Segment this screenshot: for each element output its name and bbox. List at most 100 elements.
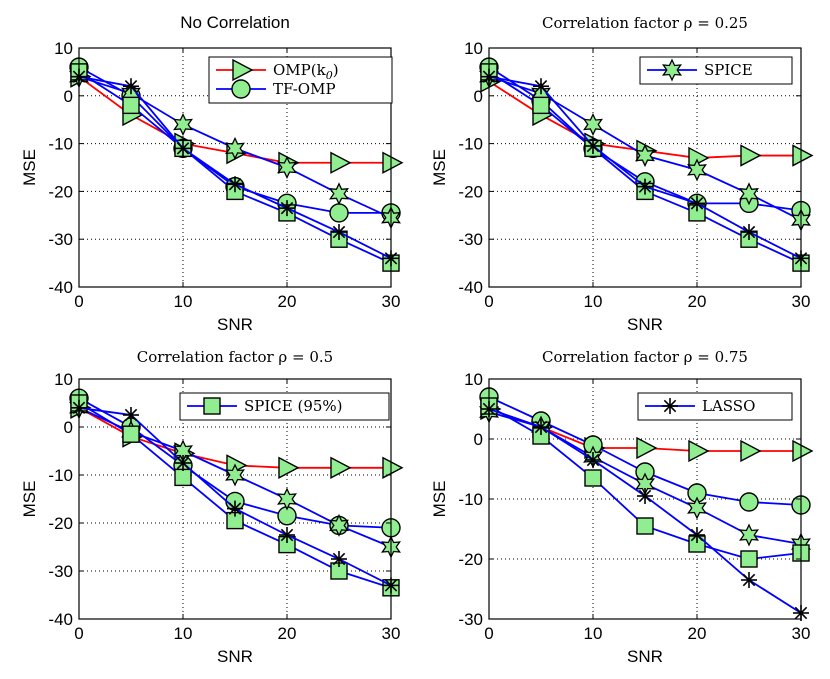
y-tick-label: -30 — [458, 610, 483, 629]
legend-marker — [662, 398, 678, 414]
chart-title: Correlation factor ρ = 0.75 — [542, 348, 748, 366]
data-point — [739, 523, 759, 547]
data-point — [533, 419, 549, 435]
legend-marker — [232, 58, 254, 82]
data-point — [792, 144, 814, 167]
data-point — [122, 96, 140, 115]
chart-title: No Correlation — [180, 13, 290, 32]
legend-entry: SPICE — [647, 58, 753, 82]
x-tick-label: 0 — [484, 624, 493, 643]
legend: LASSO — [637, 392, 793, 421]
data-point — [227, 500, 243, 517]
data-point — [225, 463, 245, 487]
data-point — [740, 550, 758, 568]
y-tick-label: -10 — [458, 490, 483, 509]
data-point — [585, 452, 601, 468]
x-tick-label: 30 — [382, 624, 401, 643]
y-tick-label: 0 — [474, 430, 483, 449]
y-tick-label: -20 — [458, 182, 483, 201]
x-tick-label: 20 — [688, 292, 707, 311]
legend-marker — [231, 79, 251, 99]
y-axis-label: MSE — [20, 149, 39, 186]
chart-title: Correlation factor ρ = 0.25 — [542, 14, 748, 32]
y-tick-label: -40 — [458, 278, 483, 297]
x-tick-label: 0 — [484, 292, 493, 311]
data-point — [637, 488, 653, 504]
data-point — [175, 455, 191, 471]
legend: SPICE — [639, 56, 793, 85]
data-point — [635, 144, 655, 168]
data-point — [687, 496, 707, 520]
legend-label: TF-OMP — [273, 80, 336, 98]
data-point — [278, 456, 300, 479]
data-point — [279, 200, 295, 217]
chart-panel-3: Correlation factor ρ = 0.5 0 10 20 30 10 0 -10 -… — [20, 348, 404, 666]
y-axis-label: MSE — [430, 481, 449, 518]
data-point — [331, 551, 347, 567]
y-tick-label: 10 — [54, 39, 73, 58]
legend-label: LASSO — [702, 397, 755, 415]
series-asterisk — [481, 401, 809, 621]
data-point — [584, 469, 602, 487]
data-point — [741, 572, 757, 588]
series-asterisk — [71, 68, 399, 267]
y-axis-label: MSE — [430, 149, 449, 186]
legend-entry: OMP(k0) — [216, 58, 339, 82]
y-tick-label: -40 — [48, 610, 73, 629]
y-tick-label: -20 — [458, 550, 483, 569]
x-tick-label: 10 — [174, 624, 193, 643]
x-tick-label: 30 — [382, 292, 401, 311]
x-tick-label: 10 — [174, 292, 193, 311]
y-tick-label: 10 — [54, 370, 73, 389]
data-point — [532, 96, 550, 115]
data-point — [329, 513, 349, 537]
y-tick-label: 10 — [464, 370, 483, 389]
data-point — [583, 112, 603, 137]
data-point — [173, 112, 193, 137]
data-point — [792, 439, 814, 463]
data-point — [689, 195, 705, 212]
data-point — [123, 407, 139, 423]
data-point — [279, 527, 295, 543]
legend: OMP(k0)TF-OMP — [208, 56, 393, 104]
ticks: 0 10 20 30 10 0 -10 -20 -30 — [458, 370, 810, 643]
data-point — [585, 137, 601, 154]
data-point — [123, 78, 139, 95]
y-tick-label: 0 — [64, 418, 73, 437]
data-point — [277, 155, 297, 180]
y-tick-label: -40 — [48, 278, 73, 297]
y-tick-label: -30 — [48, 562, 73, 581]
y-tick-label: -30 — [458, 230, 483, 249]
y-tick-label: -10 — [48, 135, 73, 154]
y-tick-label: 10 — [464, 39, 483, 58]
data-point — [739, 182, 759, 206]
ticks: 0 10 20 30 10 0 -10 -20 -30 -40 — [48, 370, 400, 643]
data-point — [687, 158, 707, 182]
data-point — [636, 517, 654, 535]
data-point — [331, 224, 347, 241]
data-point — [329, 182, 349, 206]
data-point — [739, 492, 759, 512]
axes-frame — [78, 47, 392, 288]
legend-entry: TF-OMP — [216, 79, 336, 99]
data-point — [225, 136, 245, 160]
x-tick-label: 10 — [584, 292, 603, 311]
legend-marker — [203, 397, 221, 415]
ticks: 0 10 20 30 10 0 -10 -20 -30 -40 — [458, 39, 810, 311]
y-tick-label: 0 — [64, 87, 73, 106]
x-tick-label: 20 — [688, 624, 707, 643]
data-point — [741, 224, 757, 241]
legend: SPICE (95%) — [179, 392, 390, 421]
data-point — [637, 178, 653, 195]
x-tick-label: 30 — [792, 624, 811, 643]
legend-label: SPICE (95%) — [244, 397, 343, 415]
data-point — [382, 151, 404, 174]
data-point — [277, 487, 297, 511]
data-point — [329, 203, 349, 223]
legend-label: SPICE — [704, 61, 753, 79]
x-axis-label: SNR — [217, 647, 253, 666]
chart-title: Correlation factor ρ = 0.5 — [137, 348, 333, 366]
data-point — [689, 527, 705, 543]
data-point — [175, 140, 191, 157]
